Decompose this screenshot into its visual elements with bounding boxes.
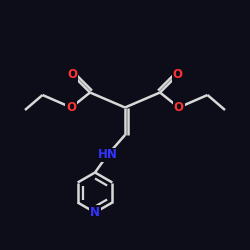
- Text: O: O: [68, 68, 78, 82]
- Text: N: N: [90, 206, 100, 219]
- Text: O: O: [174, 101, 184, 114]
- Text: O: O: [172, 68, 182, 82]
- Text: O: O: [66, 101, 76, 114]
- Text: HN: HN: [98, 148, 117, 162]
